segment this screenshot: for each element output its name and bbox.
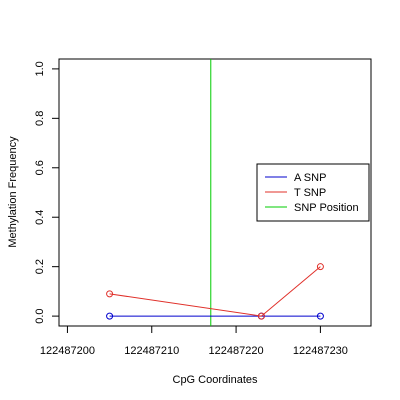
plot-frame (58, 58, 372, 327)
series-point (316, 263, 324, 271)
y-axis-title: Methylation Frequency (7, 136, 19, 248)
y-tick-label: 1.0 (34, 61, 46, 76)
legend: A SNP T SNP SNP Position (256, 163, 370, 222)
series-point (316, 312, 324, 320)
series-point (257, 312, 265, 320)
x-tick-label: 122487200 (40, 345, 95, 357)
y-tick-label: 0.4 (34, 210, 46, 225)
ticks-layer: 122487200 122487210 122487220 122487230 0.0 0… (34, 61, 348, 357)
y-tick-label: 0.6 (34, 160, 46, 175)
series-line-2 (109, 266, 321, 317)
series-point (106, 290, 114, 298)
series-point (106, 312, 114, 320)
legend-entry: T SNP (294, 187, 326, 199)
legend-entry: A SNP (294, 172, 326, 184)
series-layer (106, 263, 324, 320)
y-tick-label: 0.2 (34, 259, 46, 274)
y-tick-label: 0.8 (34, 111, 46, 126)
x-tick-label: 122487220 (209, 345, 264, 357)
y-tick-label: 0.0 (34, 308, 46, 323)
x-tick-label: 122487230 (293, 345, 348, 357)
legend-entry: SNP Position (294, 202, 359, 214)
x-tick-label: 122487210 (124, 345, 179, 357)
x-axis-title: CpG Coordinates (173, 374, 258, 386)
